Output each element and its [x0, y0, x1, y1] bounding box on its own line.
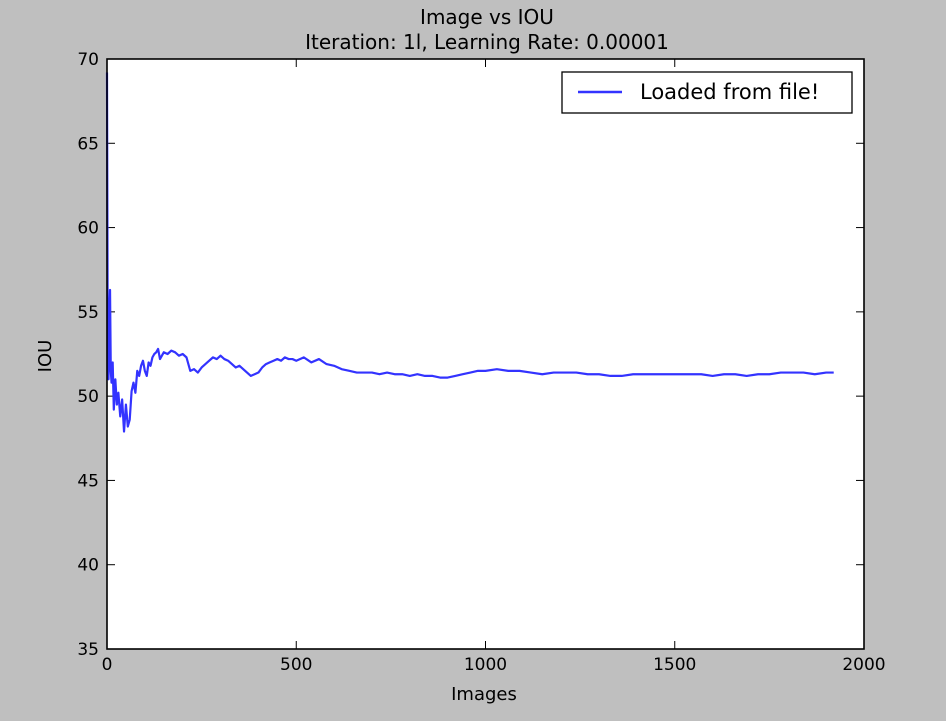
x-tick-label: 500: [280, 655, 312, 675]
y-tick-label: 55: [77, 303, 99, 323]
x-tick-label: 1500: [653, 655, 696, 675]
y-tick-label: 45: [77, 471, 99, 491]
plot-frame: [106, 58, 865, 650]
x-axis-label: Images: [451, 684, 517, 705]
x-tick-label: 0: [102, 655, 113, 675]
legend: Loaded from file!: [561, 71, 853, 114]
y-axis-label: IOU: [35, 340, 56, 373]
y-tick-label: 40: [77, 556, 99, 576]
plot-area: [107, 59, 864, 649]
chart-title: Image vs IOU: [420, 5, 554, 29]
y-tick-label: 35: [77, 640, 99, 660]
x-tick-label: 1000: [464, 655, 507, 675]
axis-ticks: 0 500 1000 1500 2000 35 40 45 50 55 60 65 70: [77, 50, 885, 675]
legend-label: Loaded from file!: [640, 80, 819, 104]
y-tick-label: 60: [77, 219, 99, 239]
chart-subtitle: Iteration: 1l, Learning Rate: 0.00001: [305, 30, 669, 54]
y-tick-label: 70: [77, 50, 99, 70]
y-tick-label: 50: [77, 387, 99, 407]
x-tick-label: 2000: [842, 655, 885, 675]
y-tick-label: 65: [77, 134, 99, 154]
series-line: [105, 72, 834, 433]
